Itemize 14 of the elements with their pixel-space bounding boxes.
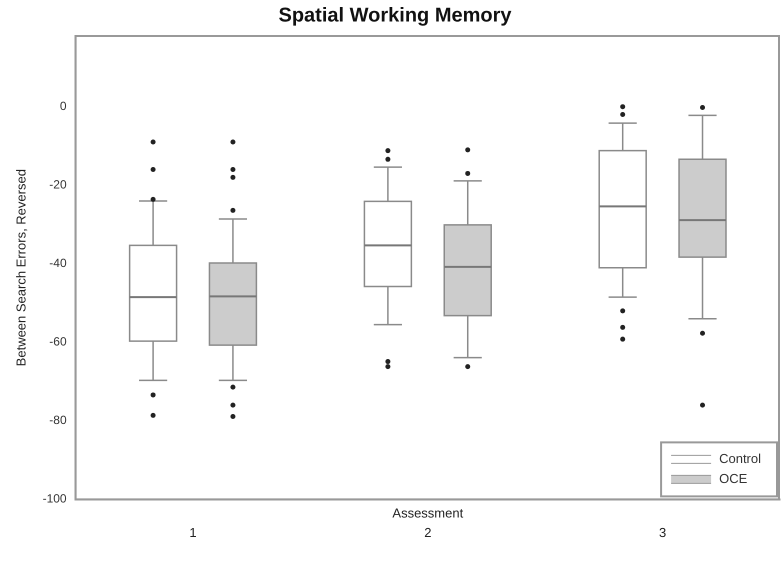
x-axis-title: Assessment — [392, 505, 464, 520]
y-tick-label: 0 — [60, 99, 67, 113]
y-tick-label: -20 — [49, 178, 67, 192]
y-tick-label: -80 — [49, 413, 67, 428]
y-tick-label: -100 — [42, 492, 67, 506]
x-tick-label: 3 — [658, 524, 666, 540]
y-tick-label: -60 — [49, 334, 67, 349]
chart-title: Spatial Working Memory — [278, 4, 512, 27]
text: Control — [719, 450, 762, 466]
legend-label: OCE — [719, 470, 748, 486]
x-tick-label: 2 — [424, 524, 432, 540]
y-axis-title: Between Search Errors, Reversed — [13, 169, 28, 366]
y-tick-label: -40 — [49, 256, 67, 270]
x-tick-label: 1 — [189, 524, 197, 540]
